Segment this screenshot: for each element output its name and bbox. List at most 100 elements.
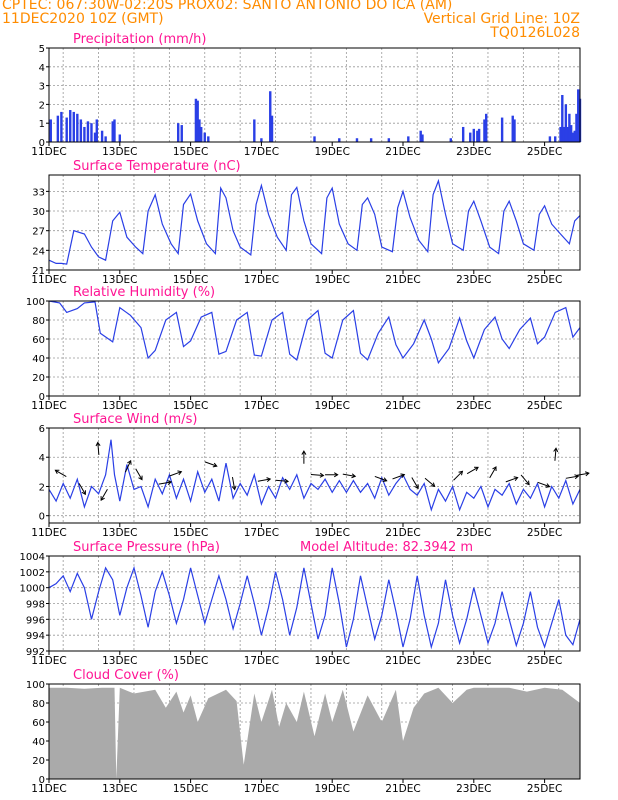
precip-bar <box>269 91 272 142</box>
precip-bar <box>562 126 566 142</box>
precip-bar <box>93 132 97 142</box>
y-tick-label: 0 <box>39 392 45 403</box>
wind-arrowhead <box>284 478 290 484</box>
wind-arrowhead <box>301 450 307 455</box>
wind-arrow <box>158 481 172 485</box>
x-tick-label: 15DEC <box>173 274 208 286</box>
precip-bar <box>95 119 98 142</box>
x-tick-label: 23DEC <box>456 783 491 795</box>
x-tick-label: 23DEC <box>456 655 491 667</box>
wind-arrowhead <box>266 477 272 483</box>
plot-frame <box>48 174 581 271</box>
wind-arrowhead <box>400 473 406 479</box>
y-tick-label: 2 <box>39 482 45 493</box>
precip-bar <box>60 111 63 142</box>
header-line2-right: Vertical Grid Line: 10Z <box>423 11 580 27</box>
header-line3-right: TQ0126L028 <box>490 25 580 41</box>
y-tick-label: 1004 <box>20 552 45 563</box>
wind-arrowhead <box>95 441 101 447</box>
wind-arrowhead <box>458 470 464 476</box>
x-tick-label: 11DEC <box>31 400 66 412</box>
y-tick-label: 0 <box>39 775 45 786</box>
x-tick-label: 21DEC <box>385 274 420 286</box>
precip-bar <box>477 128 481 142</box>
wind-arrowhead <box>513 476 519 481</box>
precip-bar <box>253 119 256 142</box>
wind-arrow <box>275 479 289 482</box>
precip-bar <box>461 126 465 142</box>
precip-bar <box>76 113 79 142</box>
chart-title: Relative Humidity (%) <box>73 285 215 300</box>
precip-bar <box>198 119 201 142</box>
x-tick-label: 13DEC <box>102 146 137 158</box>
wind-arrow <box>231 476 236 490</box>
chart-panel-1: 0 1 2 3 4 5 11DEC 13DEC 15DEC 17DEC 19DEC 21DEC 23DE… <box>31 32 582 158</box>
precip-bar <box>369 138 373 142</box>
precip-bar <box>196 100 199 142</box>
precip-bar <box>83 126 86 142</box>
x-tick-label: 15DEC <box>173 146 208 158</box>
precip-bar <box>118 134 121 142</box>
x-tick-label: 25DEC <box>527 655 562 667</box>
y-tick-label: 1000 <box>20 584 45 595</box>
wind-arrow <box>100 488 108 501</box>
precip-bar <box>500 117 504 142</box>
precip-bar <box>90 123 93 142</box>
wind-arrowhead <box>167 480 173 485</box>
precip-bar <box>564 104 568 142</box>
precip-bar <box>511 115 514 142</box>
series-line <box>48 565 581 650</box>
chart-title: Surface Pressure (hPa) <box>73 540 220 555</box>
precip-bar <box>194 98 198 142</box>
precip-bar <box>559 126 562 142</box>
x-tick-label: 19DEC <box>314 274 349 286</box>
wind-arrowhead <box>414 484 419 490</box>
precip-bar <box>469 132 472 142</box>
wind-arrow <box>55 469 67 478</box>
x-tick-label: 17DEC <box>244 274 279 286</box>
x-tick-label: 17DEC <box>244 527 279 539</box>
wind-arrow <box>466 466 479 475</box>
x-tick-label: 11DEC <box>31 146 66 158</box>
plot-frame <box>48 427 581 524</box>
wind-arrow <box>424 477 435 487</box>
y-tick-label: 60 <box>32 718 45 729</box>
wind-arrowhead <box>100 496 105 501</box>
x-tick-label: 13DEC <box>102 527 137 539</box>
x-tick-label: 25DEC <box>527 274 562 286</box>
x-tick-label: 13DEC <box>102 400 137 412</box>
y-tick-label: 33 <box>32 187 45 198</box>
precip-bar <box>407 136 410 142</box>
y-tick-label: 80 <box>32 316 45 327</box>
precip-bar <box>571 132 575 142</box>
x-tick-label: 17DEC <box>244 783 279 795</box>
precip-bar <box>421 134 424 142</box>
precip-bar <box>72 111 75 142</box>
wind-arrow <box>124 460 132 473</box>
precip-bar <box>260 138 263 142</box>
x-tick-label: 13DEC <box>102 655 137 667</box>
x-tick-label: 13DEC <box>102 783 137 795</box>
wind-arrowhead <box>138 475 143 481</box>
x-tick-label: 19DEC <box>314 400 349 412</box>
precip-bar <box>180 125 183 142</box>
precip-bar <box>577 89 580 142</box>
chart-panel-2: 21 24 27 30 33 11DEC 13DEC 15DEC 17DEC 19DEC 21DEC… <box>31 159 581 286</box>
precip-bar <box>100 130 104 142</box>
x-tick-label: 17DEC <box>244 655 279 667</box>
x-tick-label: 15DEC <box>173 527 208 539</box>
y-tick-label: 60 <box>32 335 45 346</box>
chart-title: Precipitation (mm/h) <box>73 32 206 47</box>
x-tick-label: 11DEC <box>31 527 66 539</box>
series-line <box>48 300 581 365</box>
chart-panel-4: 0 2 4 6 11DEC 13DEC 15DEC 17DEC 19DEC 21DEC 23DEC 2… <box>31 412 590 539</box>
x-tick-label: 23DEC <box>456 274 491 286</box>
x-tick-label: 15DEC <box>173 400 208 412</box>
y-tick-label: 3 <box>39 82 45 93</box>
wind-arrow <box>392 474 405 480</box>
precip-bar <box>568 113 571 142</box>
wind-arrow <box>411 477 419 489</box>
precip-bar <box>338 138 341 142</box>
wind-arrow <box>135 468 143 480</box>
